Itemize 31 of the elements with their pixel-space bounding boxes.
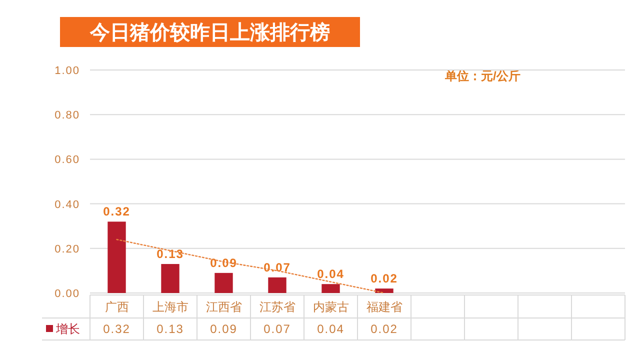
bar (108, 222, 126, 293)
annotation: 单位：元/公斤 (444, 69, 520, 83)
bar (322, 284, 340, 293)
text: 0.32 (103, 204, 130, 219)
y-tick-label: 0.00 (54, 288, 80, 300)
data-label: 0.07 (264, 322, 291, 336)
x-tick-label: 江西省 (206, 300, 242, 314)
bar (375, 288, 394, 293)
data-label: 0.09 (210, 322, 238, 336)
text: 0.04 (317, 267, 344, 282)
data-label: 0.32 (103, 322, 130, 336)
y-tick-label: 0.60 (54, 154, 80, 166)
x-tick-label: 江苏省 (259, 300, 296, 314)
bar (214, 272, 233, 293)
bar (161, 264, 180, 293)
y-tick-label: 0.20 (54, 243, 80, 256)
bar (268, 277, 286, 293)
y-tick-label: 1.00 (54, 65, 80, 77)
y-tick-label: 0.80 (54, 110, 80, 122)
legend-label: 增长 (55, 322, 80, 336)
data-label: 0.04 (317, 322, 344, 336)
text: 0.02 (370, 272, 398, 286)
y-tick-label: 0.40 (54, 198, 80, 211)
x-tick-label: 福建省 (366, 300, 402, 314)
x-tick-label: 内蒙古 (312, 300, 349, 314)
x-tick-label: 广西 (104, 300, 129, 314)
text: 0.13 (156, 247, 184, 262)
x-tick-label: 上海市 (152, 300, 188, 314)
chart-title: 今日猪价较昨日上涨排行榜 (89, 21, 330, 44)
data-label: 0.02 (370, 322, 398, 336)
data-label: 0.13 (156, 322, 184, 336)
